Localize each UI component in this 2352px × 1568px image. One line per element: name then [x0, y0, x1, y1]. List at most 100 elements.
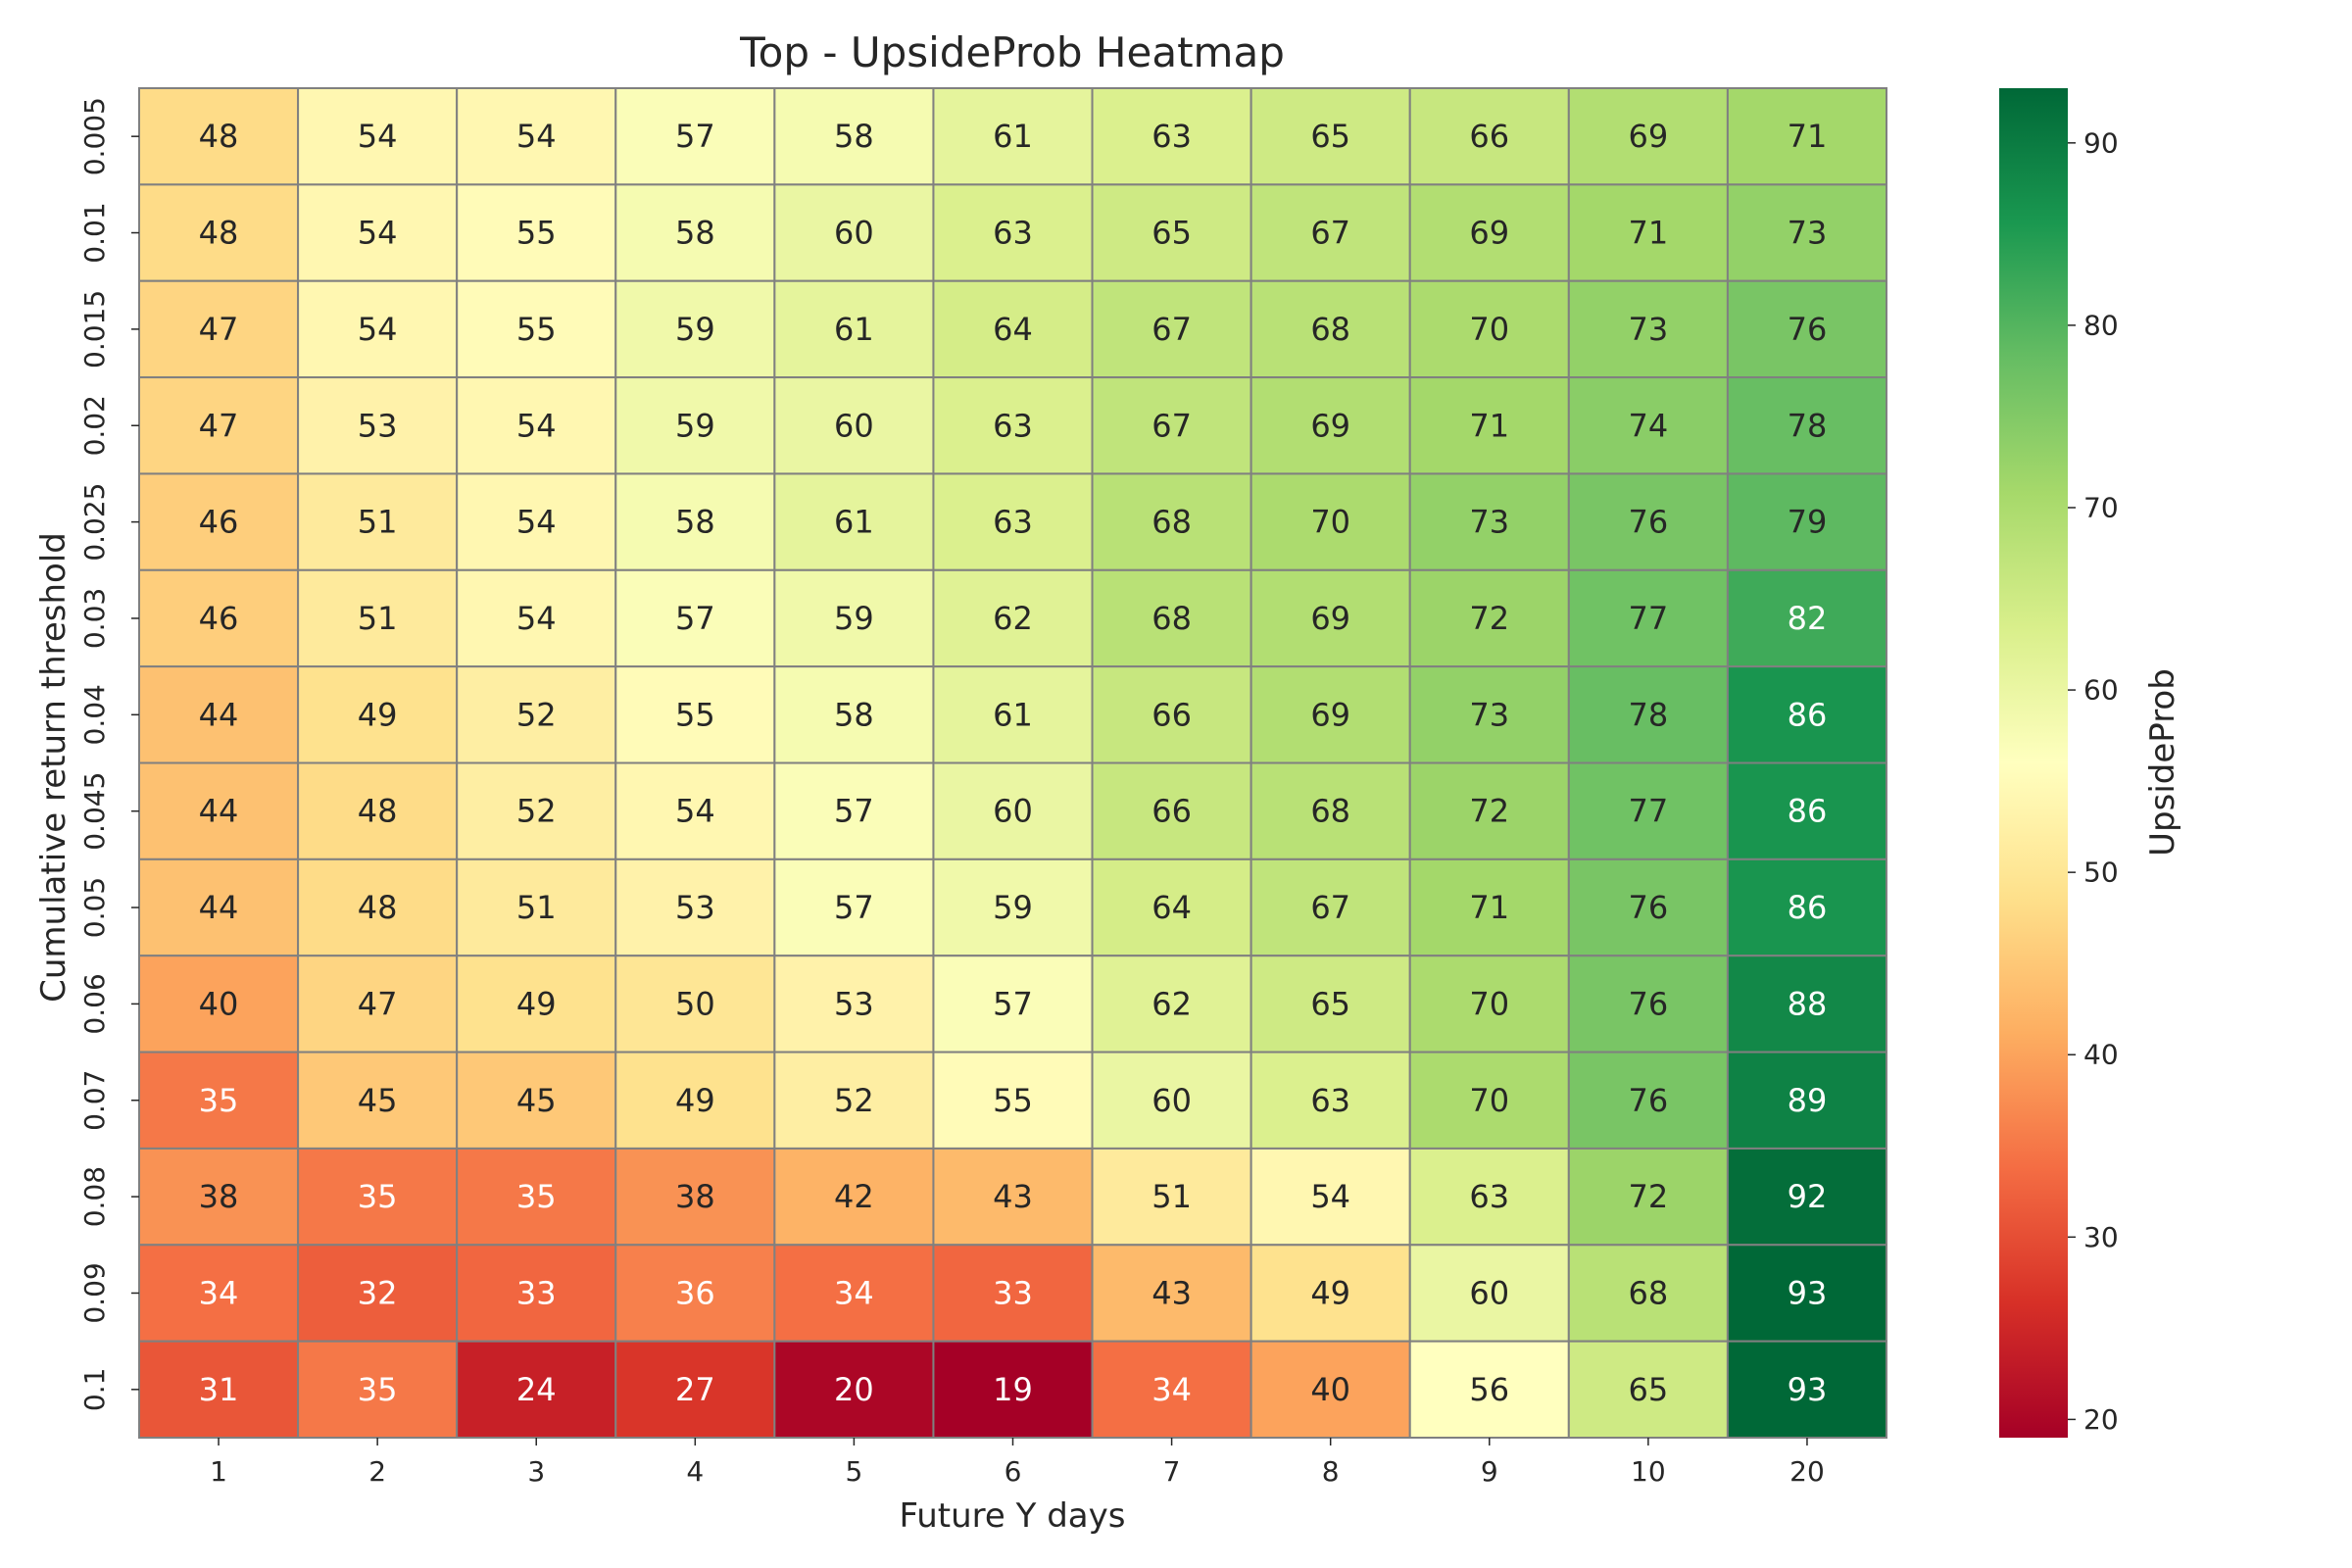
heatmap-cell — [1726, 183, 1887, 282]
heatmap-cell — [1091, 1340, 1252, 1439]
heatmap-cell — [1726, 376, 1887, 475]
cell-value-label: 55 — [516, 311, 557, 348]
cell-value-label: 35 — [358, 1178, 398, 1215]
heatmap-cell — [1726, 568, 1887, 668]
heatmap-cell — [614, 761, 776, 860]
heatmap-cell — [456, 1051, 617, 1150]
cell-value-label: 59 — [675, 311, 715, 348]
cell-value-label: 63 — [1310, 1082, 1350, 1119]
heatmap-cell — [138, 279, 300, 379]
cell-value-label: 69 — [1310, 600, 1350, 637]
cell-value-label: 65 — [1310, 985, 1350, 1022]
heatmap-cell — [932, 472, 1094, 571]
cell-value-label: 45 — [516, 1082, 557, 1119]
heatmap-cell — [1091, 761, 1252, 860]
cell-value-label: 67 — [1310, 215, 1350, 252]
heatmap-cell — [456, 665, 617, 764]
heatmap-cell — [614, 1340, 776, 1439]
heatmap-cell — [456, 858, 617, 957]
cell-value-label: 60 — [993, 793, 1033, 830]
heatmap-cell — [1567, 1244, 1729, 1343]
cell-value-label: 73 — [1469, 504, 1509, 541]
cell-value-label: 70 — [1469, 311, 1509, 348]
y-tick-label: 0.06 — [78, 973, 111, 1034]
y-tick-label: 0.02 — [78, 395, 111, 456]
colorbar-tick-label: 60 — [2083, 674, 2119, 707]
cell-value-label: 19 — [993, 1371, 1033, 1408]
cell-value-label: 38 — [675, 1178, 715, 1215]
cell-value-label: 62 — [993, 600, 1033, 637]
cell-value-label: 35 — [516, 1178, 557, 1215]
x-axis-ticks: 1 2 3 4 5 6 7 8 9 10 20 — [210, 1438, 1825, 1488]
heatmap-cell — [1726, 1051, 1887, 1150]
heatmap-cell — [932, 376, 1094, 475]
cell-value-label: 54 — [675, 793, 715, 830]
cell-value-label: 61 — [993, 696, 1033, 733]
cell-value-label: 86 — [1788, 696, 1828, 733]
cell-value-label: 62 — [1152, 985, 1192, 1022]
heatmap-cell — [1408, 568, 1570, 668]
cell-value-label: 69 — [1310, 407, 1350, 444]
heatmap-cell — [773, 472, 935, 571]
heatmap-cell — [1250, 1340, 1411, 1439]
heatmap-cell — [297, 665, 459, 764]
cell-value-label: 59 — [993, 889, 1033, 926]
heatmap-cell — [138, 1147, 300, 1247]
heatmap-cell — [1091, 279, 1252, 379]
cell-value-label: 42 — [834, 1178, 874, 1215]
y-axis-label: Cumulative return threshold — [34, 532, 74, 1003]
cell-value-label: 55 — [675, 696, 715, 733]
heatmap-cell — [1726, 761, 1887, 860]
heatmap-cell — [138, 568, 300, 668]
cell-value-label: 64 — [1152, 889, 1192, 926]
heatmap-cells: 48 54 54 57 58 61 63 65 66 69 71 48 54 55 58 60 63 65 67 69… — [138, 87, 1887, 1439]
y-tick-label: 0.03 — [78, 588, 111, 649]
cell-value-label: 65 — [1152, 215, 1192, 252]
heatmap-cell — [1726, 665, 1887, 764]
heatmap-cell — [773, 1051, 935, 1150]
cell-value-label: 47 — [199, 311, 239, 348]
heatmap-cell — [932, 1340, 1094, 1439]
cell-value-label: 72 — [1629, 1178, 1669, 1215]
heatmap-cell — [773, 955, 935, 1054]
y-tick-label: 0.01 — [78, 202, 111, 263]
heatmap-cell — [1091, 472, 1252, 571]
colorbar-tick-label: 80 — [2083, 309, 2119, 341]
cell-value-label: 48 — [358, 889, 398, 926]
cell-value-label: 67 — [1152, 311, 1192, 348]
cell-value-label: 52 — [516, 696, 557, 733]
heatmap-cell — [1726, 858, 1887, 957]
cell-value-label: 58 — [675, 504, 715, 541]
cell-value-label: 76 — [1629, 1082, 1669, 1119]
heatmap-cell — [1250, 183, 1411, 282]
cell-value-label: 51 — [1152, 1178, 1192, 1215]
heatmap-cell — [1250, 1147, 1411, 1247]
heatmap-cell — [456, 376, 617, 475]
cell-value-label: 51 — [358, 504, 398, 541]
cell-value-label: 78 — [1788, 407, 1828, 444]
heatmap-cell — [138, 665, 300, 764]
cell-value-label: 63 — [993, 215, 1033, 252]
heatmap-cell — [1567, 858, 1729, 957]
heatmap-cell — [1091, 1244, 1252, 1343]
heatmap-cell — [932, 279, 1094, 379]
cell-value-label: 73 — [1469, 696, 1509, 733]
heatmap-cell — [1250, 87, 1411, 186]
cell-value-label: 48 — [199, 118, 239, 155]
cell-value-label: 57 — [993, 985, 1033, 1022]
heatmap-cell — [297, 1340, 459, 1439]
heatmap-cell — [138, 87, 300, 186]
cell-value-label: 54 — [358, 215, 398, 252]
cell-value-label: 33 — [516, 1274, 557, 1311]
heatmap-cell — [1250, 858, 1411, 957]
cell-value-label: 63 — [993, 407, 1033, 444]
heatmap-cell — [456, 1147, 617, 1247]
cell-value-label: 71 — [1469, 889, 1509, 926]
cell-value-label: 73 — [1629, 311, 1669, 348]
cell-value-label: 57 — [834, 793, 874, 830]
cell-value-label: 93 — [1788, 1371, 1828, 1408]
cell-value-label: 24 — [516, 1371, 557, 1408]
cell-value-label: 73 — [1788, 215, 1828, 252]
cell-value-label: 63 — [1152, 118, 1192, 155]
colorbar-tick-label: 90 — [2083, 126, 2119, 159]
